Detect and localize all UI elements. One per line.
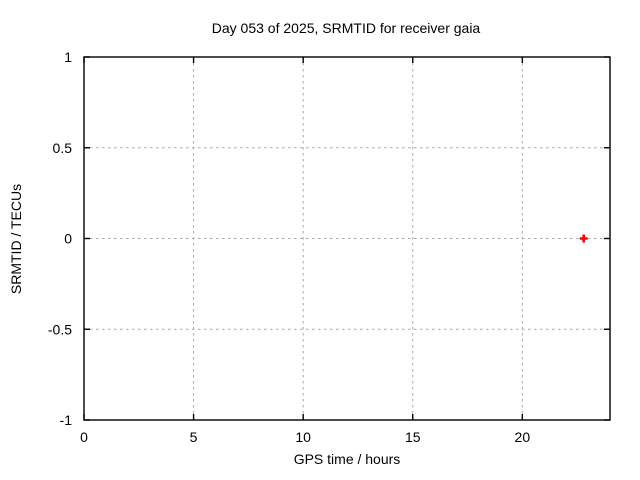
y-tick-label: 0 [64, 231, 72, 247]
x-tick-label: 5 [190, 429, 198, 445]
y-axis-label: SRMTID / TECUs [8, 183, 24, 295]
y-tick-label: -0.5 [48, 321, 72, 337]
data-point-marker [579, 234, 588, 243]
x-tick-label: 20 [515, 429, 531, 445]
chart-title: Day 053 of 2025, SRMTID for receiver gai… [211, 20, 481, 36]
y-tick-label: 0.5 [53, 140, 73, 156]
x-tick-label: 0 [80, 429, 88, 445]
y-tick-label: 1 [64, 49, 72, 65]
x-axis-label: GPS time / hours [293, 451, 401, 467]
y-tick-label: -1 [60, 412, 73, 428]
x-tick-label: 10 [295, 429, 311, 445]
x-tick-label: 15 [405, 429, 421, 445]
